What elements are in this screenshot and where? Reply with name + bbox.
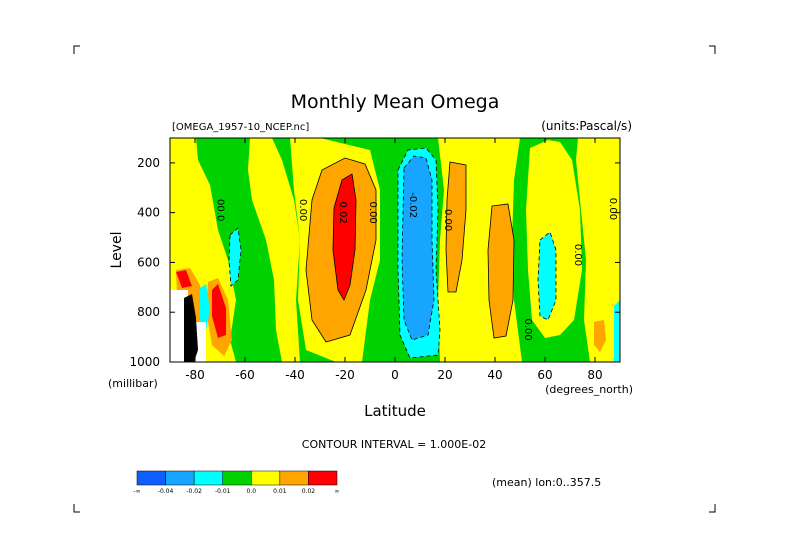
x-tick-label: -80 (185, 368, 205, 382)
x-axis-label: Latitude (364, 402, 426, 420)
color-bar-label: -∞ (133, 488, 140, 495)
x-tick-label: 60 (537, 368, 552, 382)
color-bar-swatch (222, 470, 252, 486)
contour-label: 0.00 (572, 244, 583, 266)
region-cyan-edge (614, 300, 620, 362)
contour-label: 0.00 (297, 199, 308, 221)
region-blackout (184, 294, 198, 362)
y-axis: 200 400 600 800 1000 (129, 156, 620, 369)
color-bar-label: -0.01 (215, 488, 231, 495)
color-bar-swatch (136, 470, 166, 486)
region-red-polar-south (176, 270, 192, 288)
region-yellow-east2 (576, 138, 620, 362)
region-cyan-west (229, 228, 241, 286)
y-tick-label: 400 (137, 206, 160, 220)
region-orange-polar (594, 320, 606, 352)
contour-label: 0.02 (337, 202, 348, 224)
color-bar-label: -0.04 (158, 488, 174, 495)
y-tick-label: 1000 (129, 355, 160, 369)
contour-label: 0.00 (607, 198, 618, 220)
region-yellow-col1 (248, 138, 300, 362)
region-cyan-east (538, 232, 556, 320)
x-tick-label: -60 (235, 368, 255, 382)
corner-marks (73, 45, 716, 513)
contour-labels: 00.0 0.00 0.02 0.00 -0.02 0.00 0.00 0.00 0.00 (215, 192, 619, 341)
contour-interval-label: CONTOUR INTERVAL = 1.000E-02 (302, 438, 486, 451)
y-tick-label: 200 (137, 156, 160, 170)
x-units-label: (degrees_north) (545, 383, 633, 396)
contour-label: 0.00 (442, 209, 453, 231)
x-axis: -80 -60 -40 -20 0 20 40 60 80 (185, 138, 603, 382)
region-blue-eq (402, 156, 434, 340)
region-orange-north (488, 204, 514, 338)
x-tick-label: 20 (437, 368, 452, 382)
color-bar-swatch (251, 470, 281, 486)
color-bar-label: -0.02 (186, 488, 202, 495)
color-bar: -∞ -0.04 -0.02 -0.01 0.0 0.01 0.02 ∞ (133, 470, 340, 495)
y-units-label: (millibar) (108, 377, 158, 390)
color-bar-label: 0.01 (273, 488, 287, 495)
region-orange-eq (446, 162, 466, 292)
contour-label: -0.02 (407, 192, 418, 218)
contour-field: 00.0 0.00 0.02 0.00 -0.02 0.00 0.00 0.00 0.00 (170, 138, 620, 362)
region-yellow-strip (192, 186, 198, 190)
contour-label: 0.00 (522, 319, 533, 341)
y-axis-label: Level (109, 232, 125, 269)
x-tick-label: 40 (487, 368, 502, 382)
contour-label: 00.0 (215, 199, 226, 221)
x-tick-label: 80 (587, 368, 602, 382)
contour-label: 0.00 (367, 202, 378, 224)
y-tick-label: 800 (137, 305, 160, 319)
color-bar-swatch (165, 470, 195, 486)
chart-title: Monthly Mean Omega (291, 91, 500, 113)
color-bar-label: 0.02 (302, 488, 316, 495)
region-red-polar-south2 (212, 284, 226, 338)
units-label: (units:Pascal/s) (541, 119, 632, 133)
x-tick-label: -40 (285, 368, 305, 382)
color-bar-label: 0.0 (247, 488, 257, 495)
x-tick-label: 0 (391, 368, 399, 382)
color-bar-swatch (279, 470, 309, 486)
dataset-label: [OMEGA_1957-10_NCEP.nc] (172, 122, 309, 133)
region-red-core (333, 174, 356, 300)
color-bar-swatch (308, 470, 338, 486)
color-bar-label: ∞ (335, 488, 340, 495)
region-cyan-polar-south (200, 284, 210, 330)
y-tick-label: 600 (137, 255, 160, 269)
footer-label: (mean) lon:0..357.5 (492, 476, 601, 489)
x-tick-label: -20 (335, 368, 355, 382)
color-bar-swatch (193, 470, 223, 486)
